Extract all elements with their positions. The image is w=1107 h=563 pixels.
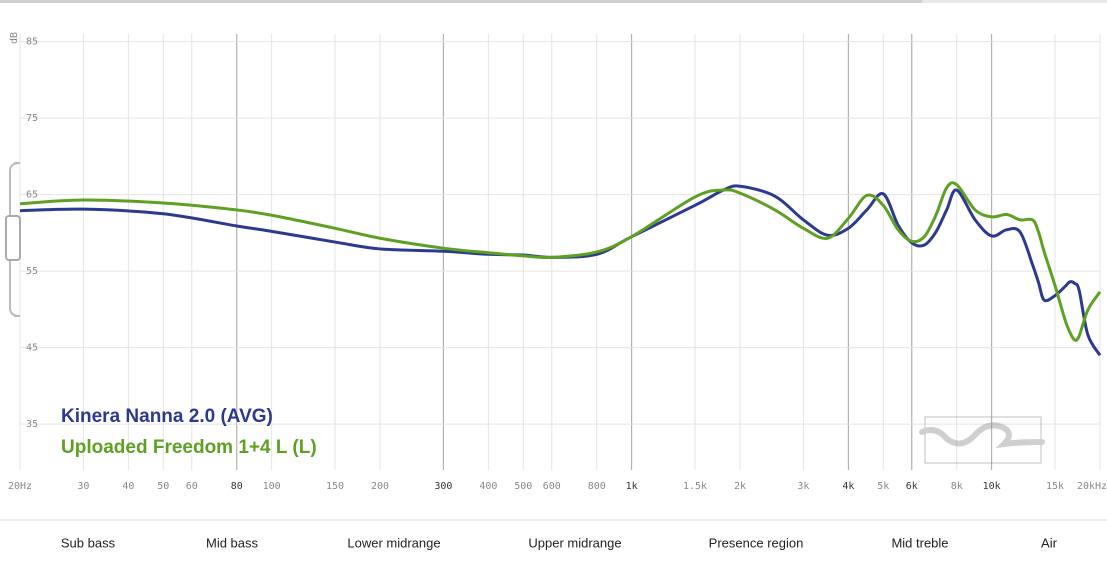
x-tick-label: 15k	[1046, 481, 1064, 492]
band-label: Sub bass	[61, 535, 116, 550]
x-tick-label: 40	[122, 481, 134, 492]
x-tick-label: 200	[371, 481, 389, 492]
x-tick-label: 800	[588, 481, 606, 492]
fr-curve	[19, 184, 1102, 357]
y-tick-label: 65	[26, 190, 38, 201]
y-tick-label: 85	[26, 37, 38, 48]
y-axis-label: dB	[9, 32, 20, 44]
x-tick-label: 80	[231, 481, 243, 492]
legend-entry: Kinera Nanna 2.0 (AVG)	[61, 406, 273, 427]
x-tick-label: 100	[263, 481, 281, 492]
x-tick-label: 4k	[842, 481, 854, 492]
x-tick-label: 150	[326, 481, 344, 492]
x-tick-label: 2k	[734, 481, 746, 492]
x-tick-label: 300	[434, 481, 452, 492]
x-tick-label: 3k	[797, 481, 809, 492]
y-tick-label: 75	[26, 113, 38, 124]
y-tick-label: 55	[26, 266, 38, 277]
y-tick-label: 45	[26, 343, 38, 354]
x-tick-label: 30	[77, 481, 89, 492]
x-tick-label: 50	[157, 481, 169, 492]
range-grip[interactable]	[5, 215, 21, 261]
x-tick-label: 1.5k	[683, 481, 707, 492]
x-tick-label: 10k	[983, 481, 1001, 492]
band-label: Mid bass	[206, 535, 259, 550]
x-tick-label: 400	[479, 481, 497, 492]
watermark	[919, 416, 1045, 464]
band-label: Air	[1041, 535, 1058, 550]
band-label: Lower midrange	[347, 535, 440, 550]
x-tick-label: 20Hz	[8, 481, 32, 492]
x-tick-label: 6k	[906, 481, 918, 492]
x-tick-label: 60	[186, 481, 198, 492]
band-label: Mid treble	[891, 535, 948, 550]
y-tick-label: 35	[26, 419, 38, 430]
fr-curve	[19, 181, 1102, 342]
x-tick-label: 500	[514, 481, 532, 492]
x-tick-label: 20kHz	[1077, 481, 1107, 492]
band-label: Presence region	[709, 535, 804, 550]
x-tick-label: 1k	[626, 481, 638, 492]
x-tick-label: 600	[543, 481, 561, 492]
x-tick-label: 8k	[951, 481, 963, 492]
legend-entry: Uploaded Freedom 1+4 L (L)	[61, 437, 317, 458]
band-label: Upper midrange	[528, 535, 621, 550]
x-tick-label: 5k	[877, 481, 889, 492]
top-bar-progress	[0, 0, 922, 3]
